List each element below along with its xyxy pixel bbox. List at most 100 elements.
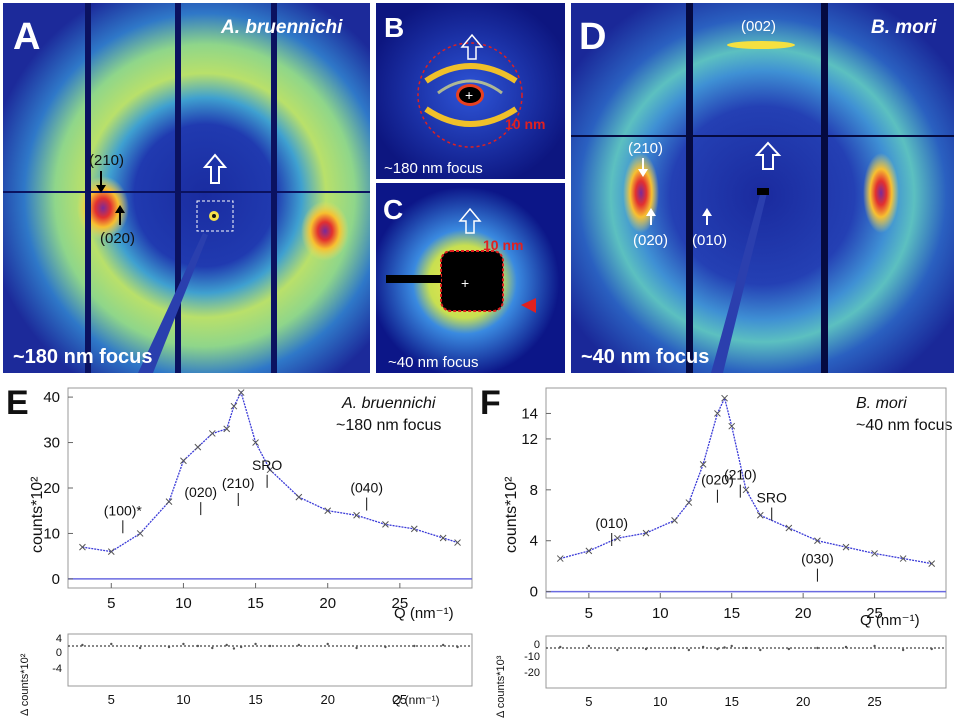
panel-a-zoom-box xyxy=(196,200,234,232)
panel-d-diffraction-image: (002) (210) (020) (010) D B. mori ~40 nm… xyxy=(571,3,954,373)
panel-c-diffraction-image: + 10 nm C ~40 nm focus xyxy=(376,183,565,373)
plot-f-resid-xtick-label: 10 xyxy=(653,694,667,709)
plot-e-resid-point xyxy=(355,646,358,650)
panel-d-species: B. mori xyxy=(871,17,937,38)
plot-f-data-point xyxy=(614,534,621,542)
plot-e-species: A. bruennichi xyxy=(341,395,436,412)
panel-c-focus: ~40 nm focus xyxy=(388,354,478,371)
plot-e-data-point xyxy=(295,493,303,501)
plot-f-species: B. mori xyxy=(856,395,907,412)
plot-f-data-point xyxy=(721,394,728,402)
plot-f-data-point xyxy=(899,555,907,562)
plot-f-data-point xyxy=(728,422,736,430)
plot-e-chart-area: 010203040551010151520202525(100)*(020)(2… xyxy=(43,387,473,707)
panel-b-10nm-circle xyxy=(417,42,523,148)
plot-f-resid-point xyxy=(901,648,905,652)
plot-f-fit-curve xyxy=(560,396,932,565)
plot-e-resid-point xyxy=(413,644,416,648)
plot-e-ytick-label: 0 xyxy=(52,571,60,588)
plot-f-data-point xyxy=(714,410,721,417)
plot-f-xtick-label: 5 xyxy=(585,605,593,622)
plot-e-peak-label: (020) xyxy=(184,484,217,500)
plot-e-data-point xyxy=(454,539,461,546)
panel-d-reflection-002 xyxy=(727,41,795,49)
plot-f-resid-point xyxy=(716,647,719,651)
plot-e-resid-point xyxy=(196,644,200,648)
panel-a-beamstop xyxy=(138,233,208,373)
plot-f-resid-point xyxy=(844,645,848,649)
plot-e-resid-point xyxy=(225,643,228,647)
plot-e-resid-ytick-label: 4 xyxy=(56,633,62,645)
plot-e-data-point xyxy=(107,548,115,555)
panel-d-fiber-arrow-icon xyxy=(754,141,782,170)
plot-e-xtick-label: 25 xyxy=(392,595,409,612)
plot-f-resid-point xyxy=(873,644,876,648)
plot-f-data-point xyxy=(756,511,764,519)
panel-d-focus: ~40 nm focus xyxy=(581,346,709,368)
plot-f-ytick-label: 0 xyxy=(530,584,538,601)
plot-e-resid-point xyxy=(110,642,113,646)
plot-f-data-point xyxy=(871,550,878,557)
plot-e-data-point xyxy=(165,498,173,505)
plot-e-ytick-label: 10 xyxy=(43,525,60,542)
panel-b-focus: ~180 nm focus xyxy=(384,160,483,177)
panel-a-peak-020: (020) xyxy=(100,230,135,247)
panel-c-center-marker: + xyxy=(461,275,469,291)
plot-e-resid-xtick-label: 25 xyxy=(393,692,407,707)
plot-e-ytick-label: 40 xyxy=(43,389,60,406)
plot-e-data-point xyxy=(79,543,86,551)
plot-e-data-point xyxy=(208,430,216,437)
panel-a-diffraction-image: (210) (020) A A. bruennichi ~180 nm focu… xyxy=(3,3,370,373)
plot-e-resid-ytick-label: 0 xyxy=(56,647,62,659)
plot-e-data-point xyxy=(353,511,360,519)
panel-d-arrow-020-icon xyxy=(646,208,656,216)
plot-f-resid-ytick-label: -10 xyxy=(524,651,540,663)
plot-e-data-point xyxy=(230,402,238,410)
plot-f-ylabel: counts*10² xyxy=(503,476,520,553)
plot-e-resid-point xyxy=(456,645,459,649)
panel-a-fiber-arrow-icon xyxy=(202,153,228,184)
plot-e-resid-ytick-label: -4 xyxy=(52,663,62,675)
plot-f-xtick-label: 15 xyxy=(723,605,740,622)
plot-e-resid-xtick-label: 15 xyxy=(248,692,262,707)
panel-b-letter: B xyxy=(384,12,404,43)
plot-f-ytick-label: 8 xyxy=(530,482,538,499)
plot-e-letter: E xyxy=(6,384,29,422)
plot-e-resid-point xyxy=(211,646,214,650)
plot-e: E A. bruennichi ~180 nm focus counts*10²… xyxy=(6,384,473,716)
panel-d-peak-020: (020) xyxy=(633,232,668,249)
panel-b-fiber-arrow-icon xyxy=(460,33,484,60)
plot-f-ytick-label: 12 xyxy=(521,431,538,448)
plot-e-xtick-label: 15 xyxy=(247,595,264,612)
panel-d-arrow-210-icon xyxy=(638,169,648,177)
plot-e-data-point xyxy=(136,530,144,537)
panel-d-peak-010: (010) xyxy=(692,232,727,249)
plot-f-peak-label: (030) xyxy=(801,551,834,567)
plot-e-peak-label: SRO xyxy=(252,457,282,473)
plot-e-peak-label: (210) xyxy=(222,475,255,491)
panel-b-diffraction-image: + 10 nm B ~180 nm focus xyxy=(376,3,565,179)
plot-f-resid-point xyxy=(816,646,819,650)
plot-f-peak-label: (010) xyxy=(595,515,628,531)
plot-e-data-point xyxy=(180,457,187,465)
plot-f-resid-xtick-label: 20 xyxy=(796,694,810,709)
panel-c-fiber-arrow-icon xyxy=(458,207,482,234)
plot-f-peak-label: (020) xyxy=(701,472,734,488)
plot-e-data-point xyxy=(324,507,332,515)
plot-f-ytick-label: 4 xyxy=(530,533,538,550)
plot-f-resid-xtick-label: 15 xyxy=(724,694,738,709)
panel-c-letter: C xyxy=(383,194,403,225)
plot-e-resid-xlabel: Q (nm⁻¹) xyxy=(392,693,440,707)
plot-e-resid-point xyxy=(326,642,329,646)
panel-a-peak-210: (210) xyxy=(89,152,124,169)
plot-f-chart-area: 0 4 8 12 14 5 5 10 10 15 15 20 20 25 25 (010) (020)(210)… xyxy=(521,387,947,709)
panel-a-reflection-right xyxy=(301,201,349,261)
plot-f-data-point xyxy=(814,537,821,545)
panel-d-peak-002: (002) xyxy=(741,18,776,35)
plot-f-resid-point xyxy=(644,647,648,651)
plot-f-resid-frame xyxy=(545,635,947,689)
plot-e-data-point xyxy=(194,443,202,451)
panel-d-arrow-010-icon xyxy=(702,208,712,216)
panel-c-scale: 10 nm xyxy=(483,237,523,253)
plot-e-data-point xyxy=(237,389,245,396)
